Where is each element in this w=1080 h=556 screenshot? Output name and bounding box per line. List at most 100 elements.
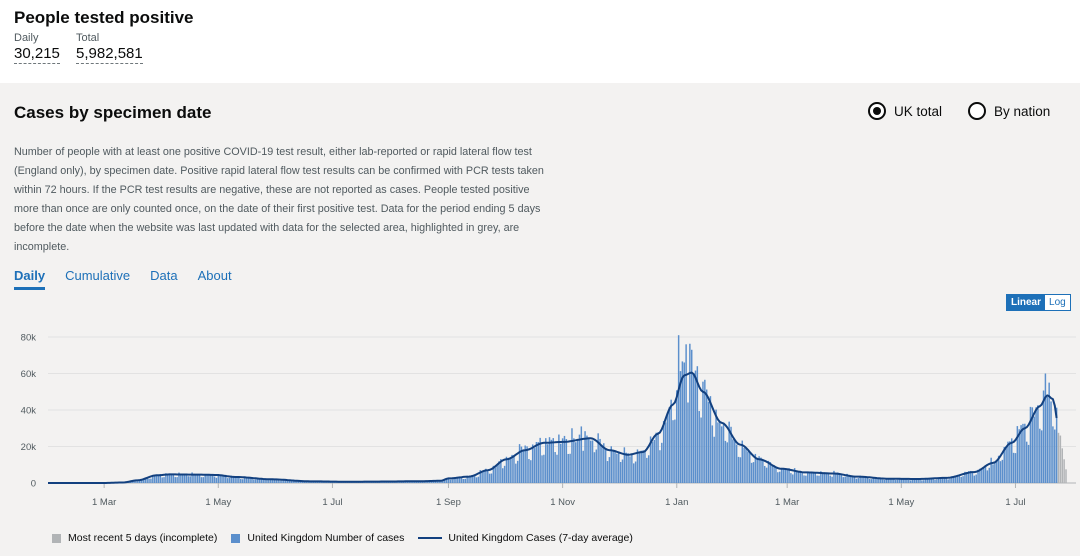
y-tick-label: 60k <box>21 369 37 380</box>
case-bar <box>616 453 618 483</box>
case-bar <box>165 473 167 483</box>
case-bar <box>619 461 622 483</box>
case-bar <box>943 477 946 483</box>
case-bar <box>296 480 298 483</box>
case-bar <box>608 457 611 483</box>
radio-circle-selected[interactable] <box>868 102 886 120</box>
case-bar <box>604 447 607 483</box>
case-bar <box>535 441 538 483</box>
case-bar <box>138 479 141 483</box>
case-bar <box>646 457 648 483</box>
x-tick-label: 1 Jul <box>322 497 342 508</box>
case-bar <box>977 469 979 483</box>
case-bar <box>835 472 837 483</box>
headline-daily: Daily 30,215 <box>14 32 60 64</box>
case-bar <box>668 407 671 483</box>
card-description: Number of people with at least one posit… <box>14 146 544 253</box>
case-bar <box>752 462 755 483</box>
case-bar <box>185 473 188 483</box>
case-bar <box>971 472 974 483</box>
case-bar <box>855 478 858 483</box>
case-bar <box>825 473 828 483</box>
case-bar <box>797 471 800 483</box>
case-bar <box>1048 382 1050 483</box>
tab-data[interactable]: Data <box>150 268 178 283</box>
case-bar <box>606 461 609 483</box>
case-bar <box>1052 426 1054 483</box>
radio-uk-total[interactable]: UK total <box>868 102 942 120</box>
case-bar <box>915 479 918 483</box>
case-bar <box>195 473 197 483</box>
case-bar <box>174 477 176 483</box>
case-bar <box>975 474 977 483</box>
case-bar <box>771 465 773 483</box>
case-bar <box>952 476 955 483</box>
case-bar <box>936 479 938 483</box>
case-bar <box>176 477 178 483</box>
x-tick-label: 1 Nov <box>550 497 575 508</box>
case-bar <box>763 465 766 483</box>
case-bar <box>851 476 854 483</box>
daily-value[interactable]: 30,215 <box>14 45 60 64</box>
case-bar-incomplete <box>1059 435 1062 483</box>
case-bar <box>425 481 427 483</box>
case-bar <box>988 467 991 483</box>
radio-circle[interactable] <box>968 102 987 120</box>
case-bar <box>464 478 467 483</box>
case-bar <box>305 481 307 483</box>
case-bar <box>823 472 826 483</box>
case-bar <box>960 476 962 483</box>
case-bar <box>447 478 450 483</box>
case-bar <box>264 478 266 483</box>
case-bar <box>969 470 972 483</box>
case-bar <box>1037 405 1039 483</box>
case-bar <box>735 444 738 483</box>
case-bar <box>799 470 802 483</box>
x-tick-label: 1 May <box>205 497 231 508</box>
case-bar <box>236 476 238 483</box>
case-bar <box>546 444 549 483</box>
case-bar <box>784 468 787 483</box>
case-bar <box>266 480 268 483</box>
case-bar <box>485 468 487 483</box>
total-value[interactable]: 5,982,581 <box>76 45 143 64</box>
case-bar <box>659 450 661 483</box>
case-bar <box>217 474 220 483</box>
case-bar <box>846 473 848 483</box>
case-bar <box>191 472 193 483</box>
case-bar <box>318 481 321 483</box>
case-bar <box>1022 423 1024 483</box>
case-bar <box>159 474 162 483</box>
case-bar <box>432 481 435 483</box>
case-bar <box>964 471 966 483</box>
case-bar <box>492 465 495 483</box>
case-bar <box>865 476 867 483</box>
radio-by-nation[interactable]: By nation <box>968 102 1050 120</box>
case-bar <box>294 481 296 483</box>
case-bar <box>724 440 727 483</box>
case-bar <box>163 477 165 483</box>
case-bar <box>934 479 936 483</box>
case-bar <box>786 469 788 483</box>
case-bar <box>277 479 279 483</box>
case-bar <box>924 478 927 483</box>
case-bar <box>170 474 173 483</box>
case-bar <box>657 432 659 483</box>
scale-linear-button[interactable]: Linear <box>1007 295 1046 310</box>
case-bar <box>631 453 633 483</box>
tab-cumulative[interactable]: Cumulative <box>65 268 131 283</box>
tab-daily[interactable]: Daily <box>14 268 46 290</box>
tab-about[interactable]: About <box>197 268 232 283</box>
case-bar <box>286 479 289 483</box>
case-bar <box>468 476 470 483</box>
case-bar <box>232 476 234 483</box>
case-bar <box>582 450 584 483</box>
case-bar <box>573 438 575 483</box>
case-bar <box>696 366 699 483</box>
x-tick-label: 1 Sep <box>436 497 461 508</box>
scale-log-button[interactable]: Log <box>1045 295 1070 310</box>
case-bar <box>1014 453 1017 483</box>
case-bar <box>462 478 465 483</box>
case-bar <box>898 478 901 483</box>
case-bar <box>880 477 882 483</box>
